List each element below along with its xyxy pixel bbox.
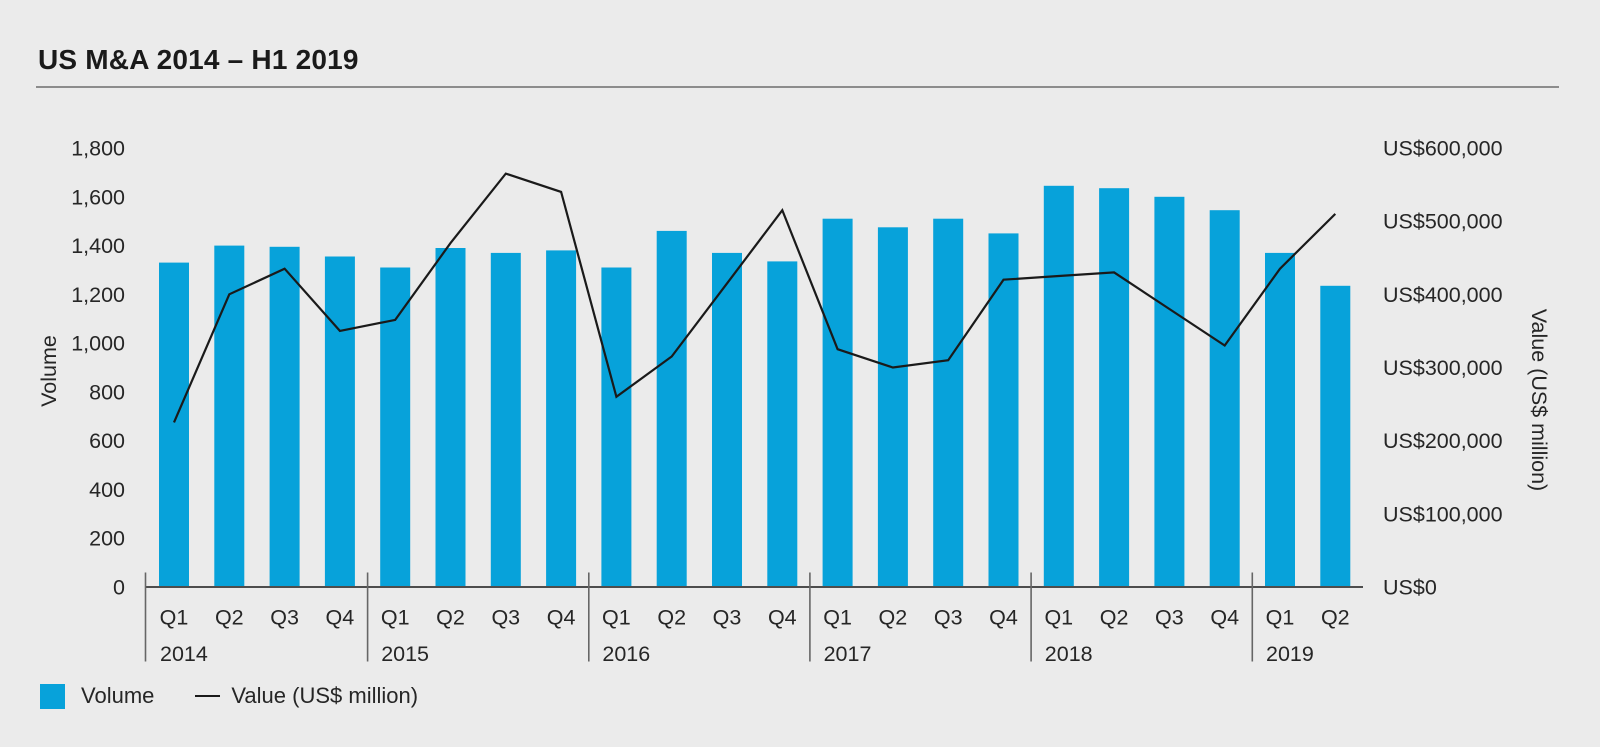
- volume-bar: [435, 248, 466, 587]
- right-axis-tick-label: US$300,000: [1383, 356, 1503, 380]
- value-line-swatch-icon: [195, 694, 221, 698]
- quarter-label: Q2: [657, 606, 686, 630]
- quarter-label: Q4: [547, 606, 576, 630]
- volume-bar: [324, 256, 355, 587]
- quarter-label: Q3: [713, 606, 742, 630]
- quarter-label: Q4: [989, 606, 1018, 630]
- quarter-label: Q1: [1044, 606, 1073, 630]
- volume-bar: [159, 262, 189, 587]
- title-rule: [36, 86, 1559, 88]
- right-axis-tick-label: US$400,000: [1383, 283, 1503, 307]
- year-label: 2014: [160, 642, 208, 666]
- left-axis-tick-label: 1,600: [71, 185, 125, 209]
- volume-bar: [933, 218, 964, 587]
- quarter-label: Q1: [602, 606, 631, 630]
- quarter-label: Q3: [270, 606, 299, 630]
- volume-bar: [601, 267, 632, 587]
- volume-bar: [214, 245, 245, 587]
- volume-bar: [1265, 252, 1295, 587]
- left-axis-tick-label: 1,000: [71, 332, 125, 356]
- left-axis-tick-label: 1,200: [71, 283, 125, 307]
- right-axis-title: Value (US$ million): [1527, 309, 1551, 491]
- value-line: [172, 172, 1337, 423]
- volume-swatch-icon: [40, 683, 65, 709]
- quarter-label: Q2: [436, 606, 465, 630]
- quarter-label: Q1: [823, 606, 852, 630]
- volume-bar: [1043, 185, 1074, 588]
- volume-bar: [767, 261, 798, 587]
- quarter-label: Q3: [491, 606, 520, 630]
- volume-bar: [490, 252, 521, 587]
- volume-bar: [1209, 210, 1240, 587]
- quarter-label: Q1: [381, 606, 410, 630]
- year-label: 2017: [824, 642, 872, 666]
- left-axis-title: Volume: [37, 335, 61, 407]
- year-label: 2015: [381, 642, 429, 666]
- volume-bar: [546, 250, 577, 587]
- legend: Volume Value (US$ million): [40, 682, 418, 710]
- quarter-label: Q4: [768, 606, 797, 630]
- quarter-label: Q4: [1210, 606, 1239, 630]
- volume-bar: [1099, 188, 1130, 587]
- quarter-label: Q3: [1155, 606, 1184, 630]
- quarter-label: Q1: [160, 606, 189, 630]
- right-axis-tick-label: US$100,000: [1383, 502, 1503, 526]
- volume-bar: [822, 218, 853, 587]
- quarter-label: Q2: [1321, 606, 1350, 630]
- volume-bar: [269, 246, 300, 588]
- left-axis-tick-label: 200: [89, 527, 125, 551]
- right-axis-tick-label: US$0: [1383, 576, 1437, 600]
- quarter-label: Q1: [1266, 606, 1295, 630]
- legend-label-volume: Volume: [81, 683, 155, 708]
- quarter-label: Q3: [934, 606, 963, 630]
- volume-bar: [656, 230, 687, 587]
- right-axis-tick-label: US$200,000: [1383, 429, 1503, 453]
- year-label: 2018: [1045, 642, 1093, 666]
- volume-bar: [988, 233, 1019, 587]
- right-axis-tick-label: US$500,000: [1383, 210, 1503, 234]
- legend-label-value: Value (US$ million): [231, 683, 419, 708]
- left-axis-tick-label: 400: [89, 478, 125, 502]
- volume-bar: [712, 252, 742, 587]
- left-axis-tick-label: 1,800: [71, 137, 125, 161]
- volume-bar: [877, 227, 908, 588]
- left-axis-tick-label: 600: [89, 429, 125, 453]
- chart-title: US M&A 2014 – H1 2019: [38, 44, 359, 75]
- left-axis-tick-label: 0: [113, 576, 125, 600]
- combo-chart: 0 200 400 600 800 1,000 1,200 1,400 1,600 1,800 US…: [37, 137, 1551, 667]
- volume-bar: [380, 267, 411, 587]
- quarter-label: Q2: [879, 606, 908, 630]
- left-axis-tick-label: 800: [89, 380, 125, 404]
- right-axis-tick-label: US$600,000: [1383, 137, 1503, 161]
- volume-bar: [1320, 285, 1351, 587]
- quarter-label: Q2: [215, 606, 244, 630]
- year-label: 2019: [1266, 642, 1314, 666]
- left-axis-tick-label: 1,400: [71, 234, 125, 258]
- quarter-label: Q4: [326, 606, 355, 630]
- quarter-label: Q2: [1100, 606, 1129, 630]
- year-label: 2016: [602, 642, 650, 666]
- volume-bar: [1154, 196, 1185, 588]
